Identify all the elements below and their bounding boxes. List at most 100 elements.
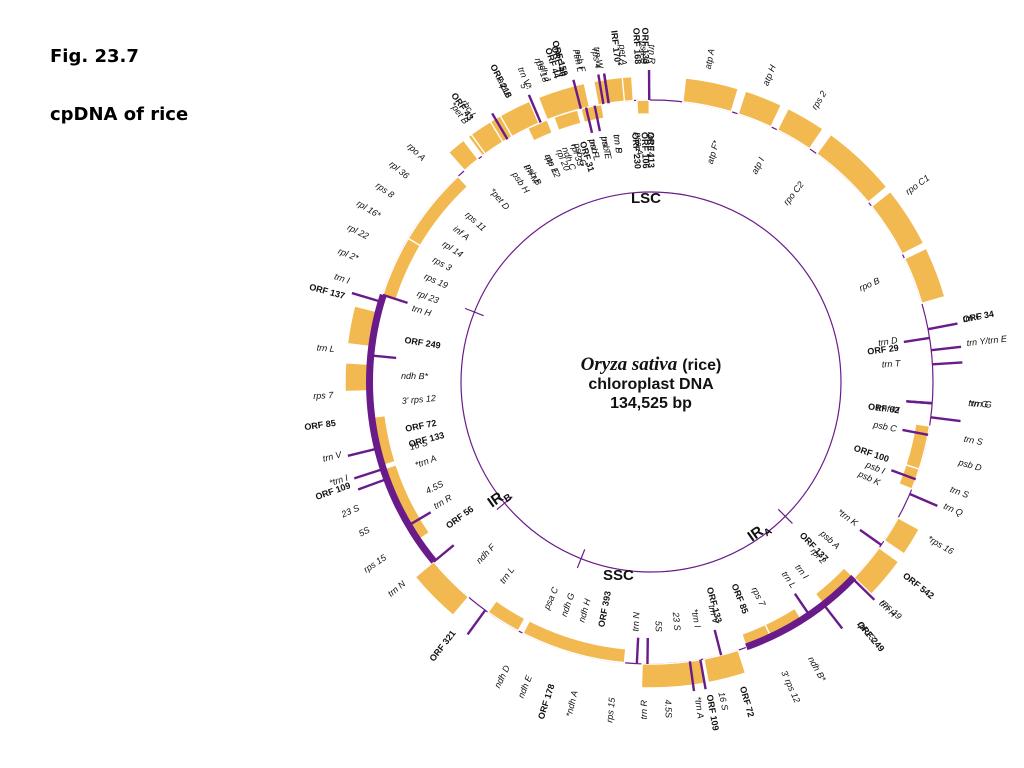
trna-tick [597,74,605,105]
gene-label: trn I [793,562,811,581]
center-title-line1: Oryza sativa (rice) [581,354,722,375]
gene-label: trn R [647,44,657,64]
gene-label: *trn I [689,608,702,629]
gene-label: rps 7 [750,585,768,608]
gene-label: ORF 542 [901,571,936,601]
trna-tick [370,354,397,360]
gene-label: ORF 321 [427,628,457,663]
gene-label: rpl 22 [346,222,371,241]
trna-tick [927,322,958,331]
gene-label: rps 3 [431,255,453,273]
gene-label: rpl 2 [809,546,828,566]
gene-label: rps 11 [463,210,488,234]
gene-label: ORF 393 [596,590,613,628]
gene-block [640,658,706,689]
gene-label: ORF 230 [630,132,643,169]
gene-label: rpo B [858,275,882,293]
trna-tick [432,544,455,563]
gene-label: trn I [333,271,351,285]
gene-label: rps 2 [809,89,828,111]
gene-label: rpo C1 [904,173,932,197]
gene-label: rps 4 [590,48,603,69]
gene-block [903,247,946,305]
trna-tick [466,609,487,636]
trna-tick [903,336,930,344]
gene-label: psa A [633,131,644,155]
gene-label: psb D [957,457,984,473]
gene-block [703,649,747,684]
center-molecule: chloroplast DNA [588,376,714,393]
gene-label: *pet D [488,186,512,212]
gene-block [682,77,740,113]
trna-tick [930,416,961,423]
gene-blocks [344,69,963,692]
gene-label: rps 19 [423,271,450,290]
gene-label: rps 14 [646,132,656,157]
gene-block [344,362,371,393]
gene-label: inf A [451,224,471,243]
gene-label: trn F [587,138,601,159]
region-label-ssc: SSC [603,567,634,584]
gene-label: rpl 36 [387,159,411,181]
trna-tick [407,511,432,527]
figure-label: Fig. 23.7 [50,46,139,67]
region-boundary-tick [576,549,586,569]
trna-tick [909,492,938,508]
gene-label: *ndh A [564,690,580,718]
region-label-ira: IRA [745,519,775,548]
trna-tick [699,659,707,690]
gene-block [815,133,888,204]
trna-tick [890,469,917,481]
region-boundary-tick [464,307,484,317]
gene-label: trn T [599,135,613,157]
gene-label: trn S [963,434,984,447]
trna-tick [688,661,696,692]
gene-label: atp H [761,63,778,87]
gene-block [414,560,470,617]
trna-tick [713,629,723,656]
gene-label: trn V* [516,66,534,91]
gene-block [522,619,627,664]
gene-label: psa B [638,40,649,64]
gene-block [381,463,431,542]
gene-label: ORF 137 [308,282,346,301]
gene-label: ORF 168 [631,28,643,65]
gene-label: 16 S [408,437,429,452]
gene-label: trn L [498,565,517,585]
gene-label: rpl 14 [441,239,465,260]
region-boundary-ticks [464,307,793,569]
gene-label: ndh B* [806,655,828,684]
gene-label: trn G [968,398,989,409]
gene-label: ORF 29 [867,343,900,357]
gene-label: trn Q [942,501,964,518]
gene-label: rpl 2* [337,246,361,263]
trna-tick [382,293,408,305]
region-label-lsc: LSC [631,190,661,207]
gene-block [737,90,783,128]
gene-label: trn N [386,578,408,598]
gene-label: ndh G [559,591,577,617]
gene-label: IRF 170* [609,30,623,67]
region-boundary-tick [777,508,793,524]
ir-arc [745,574,857,651]
trna-tick [584,107,594,134]
trna-tick [593,105,602,132]
gene-label: ORF 56 [444,504,475,531]
gene-label: trn R [432,492,454,511]
figure-title: cpDNA of rice [50,104,189,125]
gene-label: ORF 249 [404,335,442,351]
gene-label: trn N [630,611,641,631]
gene-label: trn L [780,569,798,590]
gene-label: atp F* [705,139,721,165]
gene-label: 4.5S [424,479,445,496]
gene-label: 16 S [716,691,730,711]
gene-label: 5S [357,525,371,539]
gene-block [636,99,651,116]
gene-label: rpo C2 [781,180,805,207]
center-common: (rice) [682,357,721,374]
gene-label: *trn A [693,696,706,719]
gene-block [407,175,469,247]
gene-block [883,516,921,555]
trna-tick [852,578,876,601]
